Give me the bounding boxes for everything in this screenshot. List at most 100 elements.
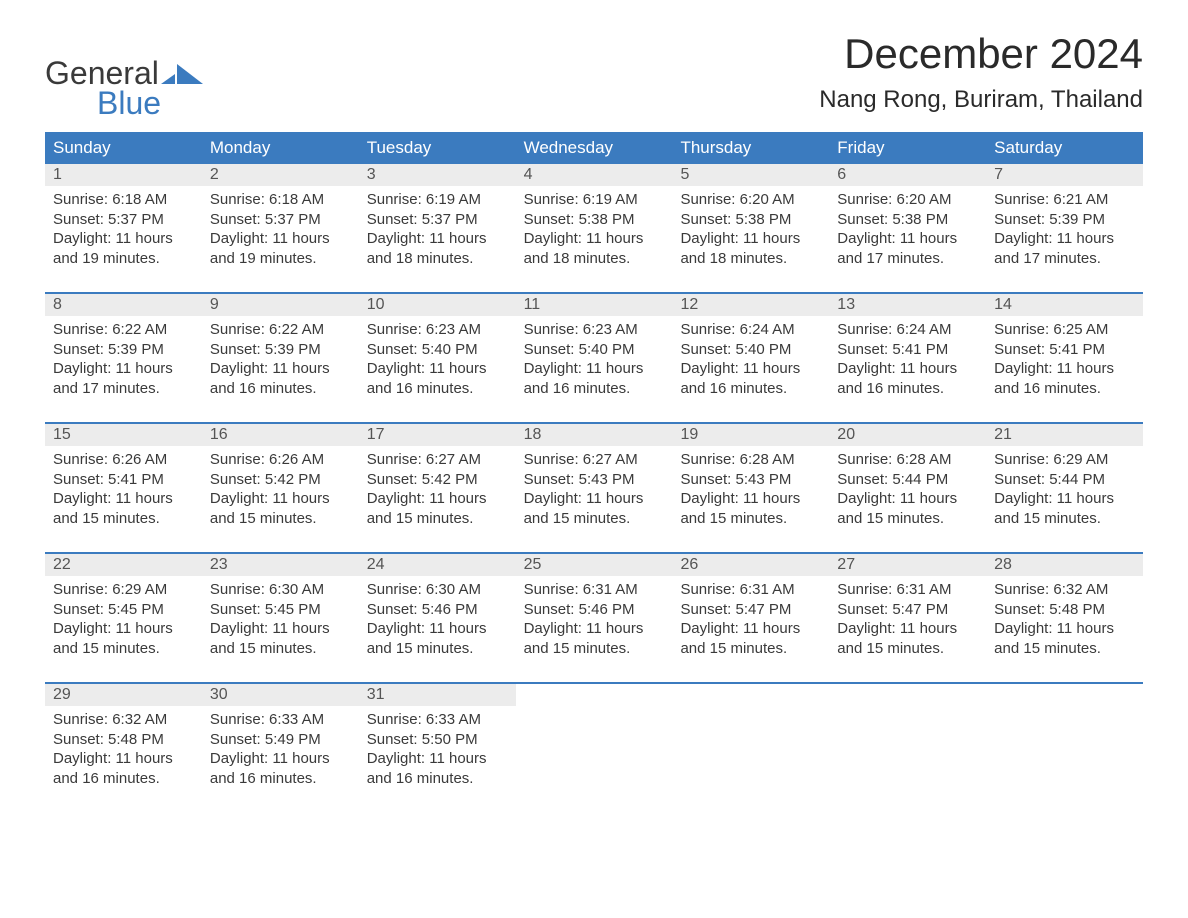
day-sr: Sunrise: 6:26 AM (53, 450, 194, 470)
day-ss: Sunset: 5:47 PM (837, 600, 978, 620)
day-d1: Daylight: 11 hours (680, 359, 821, 379)
day-cell: 6Sunrise: 6:20 AMSunset: 5:38 PMDaylight… (829, 164, 986, 292)
day-sr: Sunrise: 6:24 AM (680, 320, 821, 340)
day-d1: Daylight: 11 hours (680, 489, 821, 509)
day-number: 25 (516, 554, 673, 576)
day-ss: Sunset: 5:37 PM (53, 210, 194, 230)
day-d1: Daylight: 11 hours (367, 619, 508, 639)
day-body: Sunrise: 6:19 AMSunset: 5:37 PMDaylight:… (359, 186, 516, 268)
logo-word2: Blue (45, 88, 203, 118)
day-number: 7 (986, 164, 1143, 186)
day-number: 28 (986, 554, 1143, 576)
day-number: 12 (672, 294, 829, 316)
day-ss: Sunset: 5:46 PM (367, 600, 508, 620)
day-ss: Sunset: 5:38 PM (524, 210, 665, 230)
day-d1: Daylight: 11 hours (210, 749, 351, 769)
day-sr: Sunrise: 6:20 AM (680, 190, 821, 210)
week-row: 8Sunrise: 6:22 AMSunset: 5:39 PMDaylight… (45, 292, 1143, 422)
day-number: 11 (516, 294, 673, 316)
day-cell: 18Sunrise: 6:27 AMSunset: 5:43 PMDayligh… (516, 424, 673, 552)
day-body: Sunrise: 6:23 AMSunset: 5:40 PMDaylight:… (516, 316, 673, 398)
day-header-row: Sunday Monday Tuesday Wednesday Thursday… (45, 132, 1143, 164)
day-cell: 23Sunrise: 6:30 AMSunset: 5:45 PMDayligh… (202, 554, 359, 682)
day-ss: Sunset: 5:37 PM (210, 210, 351, 230)
day-number: 10 (359, 294, 516, 316)
day-ss: Sunset: 5:40 PM (367, 340, 508, 360)
day-number: 17 (359, 424, 516, 446)
day-header-monday: Monday (202, 132, 359, 164)
day-ss: Sunset: 5:46 PM (524, 600, 665, 620)
day-body: Sunrise: 6:30 AMSunset: 5:46 PMDaylight:… (359, 576, 516, 658)
day-d2: and 18 minutes. (680, 249, 821, 269)
day-ss: Sunset: 5:37 PM (367, 210, 508, 230)
day-d1: Daylight: 11 hours (524, 489, 665, 509)
day-d1: Daylight: 11 hours (994, 619, 1135, 639)
day-ss: Sunset: 5:38 PM (680, 210, 821, 230)
day-cell: 19Sunrise: 6:28 AMSunset: 5:43 PMDayligh… (672, 424, 829, 552)
day-ss: Sunset: 5:40 PM (680, 340, 821, 360)
day-cell: 15Sunrise: 6:26 AMSunset: 5:41 PMDayligh… (45, 424, 202, 552)
day-body: Sunrise: 6:31 AMSunset: 5:46 PMDaylight:… (516, 576, 673, 658)
day-d1: Daylight: 11 hours (53, 489, 194, 509)
day-number: 5 (672, 164, 829, 186)
day-ss: Sunset: 5:50 PM (367, 730, 508, 750)
day-body: Sunrise: 6:26 AMSunset: 5:41 PMDaylight:… (45, 446, 202, 528)
day-cell (829, 684, 986, 812)
day-ss: Sunset: 5:42 PM (367, 470, 508, 490)
day-d2: and 15 minutes. (210, 639, 351, 659)
day-body: Sunrise: 6:20 AMSunset: 5:38 PMDaylight:… (672, 186, 829, 268)
day-cell: 28Sunrise: 6:32 AMSunset: 5:48 PMDayligh… (986, 554, 1143, 682)
day-sr: Sunrise: 6:18 AM (210, 190, 351, 210)
logo-word1: General (45, 58, 159, 88)
day-header-wednesday: Wednesday (516, 132, 673, 164)
logo-flag-icon (161, 62, 203, 84)
day-d2: and 16 minutes. (524, 379, 665, 399)
day-number: 18 (516, 424, 673, 446)
day-d1: Daylight: 11 hours (994, 229, 1135, 249)
day-number: 1 (45, 164, 202, 186)
title-block: December 2024 Nang Rong, Buriram, Thaila… (819, 30, 1143, 114)
day-sr: Sunrise: 6:28 AM (680, 450, 821, 470)
day-cell: 5Sunrise: 6:20 AMSunset: 5:38 PMDaylight… (672, 164, 829, 292)
day-cell: 9Sunrise: 6:22 AMSunset: 5:39 PMDaylight… (202, 294, 359, 422)
day-number: 31 (359, 684, 516, 706)
day-d2: and 17 minutes. (837, 249, 978, 269)
calendar: Sunday Monday Tuesday Wednesday Thursday… (45, 132, 1143, 812)
week-row: 29Sunrise: 6:32 AMSunset: 5:48 PMDayligh… (45, 682, 1143, 812)
day-cell (516, 684, 673, 812)
day-d2: and 16 minutes. (680, 379, 821, 399)
day-cell: 16Sunrise: 6:26 AMSunset: 5:42 PMDayligh… (202, 424, 359, 552)
day-cell: 8Sunrise: 6:22 AMSunset: 5:39 PMDaylight… (45, 294, 202, 422)
day-ss: Sunset: 5:38 PM (837, 210, 978, 230)
day-sr: Sunrise: 6:20 AM (837, 190, 978, 210)
day-d2: and 15 minutes. (680, 639, 821, 659)
day-d2: and 15 minutes. (524, 509, 665, 529)
day-ss: Sunset: 5:44 PM (837, 470, 978, 490)
day-cell: 24Sunrise: 6:30 AMSunset: 5:46 PMDayligh… (359, 554, 516, 682)
day-sr: Sunrise: 6:32 AM (994, 580, 1135, 600)
day-number: 6 (829, 164, 986, 186)
day-sr: Sunrise: 6:27 AM (367, 450, 508, 470)
day-d1: Daylight: 11 hours (53, 359, 194, 379)
day-d2: and 15 minutes. (524, 639, 665, 659)
day-ss: Sunset: 5:48 PM (53, 730, 194, 750)
day-d1: Daylight: 11 hours (837, 619, 978, 639)
day-ss: Sunset: 5:42 PM (210, 470, 351, 490)
day-number: 22 (45, 554, 202, 576)
day-header-saturday: Saturday (986, 132, 1143, 164)
day-body: Sunrise: 6:22 AMSunset: 5:39 PMDaylight:… (202, 316, 359, 398)
day-body: Sunrise: 6:31 AMSunset: 5:47 PMDaylight:… (672, 576, 829, 658)
day-d2: and 15 minutes. (367, 639, 508, 659)
day-body: Sunrise: 6:24 AMSunset: 5:41 PMDaylight:… (829, 316, 986, 398)
logo: General Blue (45, 58, 203, 119)
day-ss: Sunset: 5:41 PM (994, 340, 1135, 360)
day-d1: Daylight: 11 hours (210, 489, 351, 509)
day-d1: Daylight: 11 hours (837, 359, 978, 379)
day-d2: and 16 minutes. (367, 379, 508, 399)
day-number: 23 (202, 554, 359, 576)
day-sr: Sunrise: 6:21 AM (994, 190, 1135, 210)
day-body: Sunrise: 6:32 AMSunset: 5:48 PMDaylight:… (45, 706, 202, 788)
day-number: 21 (986, 424, 1143, 446)
day-sr: Sunrise: 6:31 AM (837, 580, 978, 600)
day-ss: Sunset: 5:47 PM (680, 600, 821, 620)
